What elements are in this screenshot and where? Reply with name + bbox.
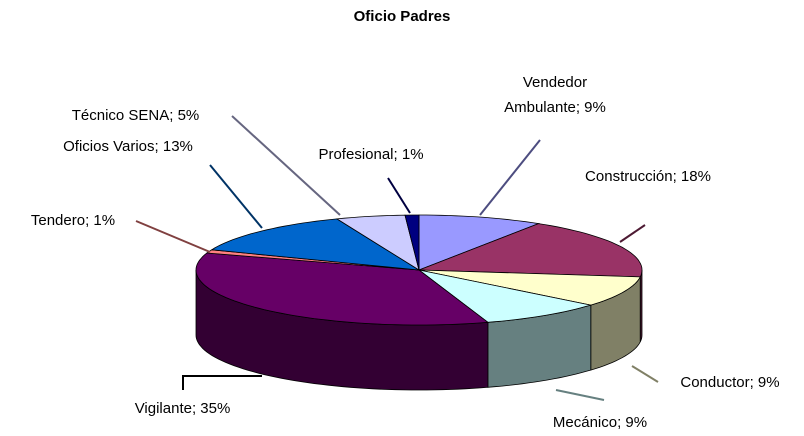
data-label: Conductor; 9% [680, 374, 780, 391]
data-label: Profesional; 1% [318, 146, 424, 163]
slice [418, 269, 641, 306]
leader-line [631, 365, 659, 383]
leader-line [135, 220, 211, 253]
slice [418, 269, 591, 323]
slice [335, 214, 420, 271]
data-label: Oficios Varios; 13% [63, 138, 193, 155]
leader-line [182, 375, 262, 390]
data-label: Mecánico; 9% [552, 414, 648, 431]
data-label: Vendedor Ambulante; 9% [504, 74, 606, 116]
slice [418, 214, 541, 271]
leader-line [555, 389, 605, 401]
data-label: Tendero; 1% [30, 212, 116, 229]
leader-line [619, 224, 646, 243]
leader-line [479, 139, 541, 216]
data-label: Construcción; 18% [585, 168, 711, 185]
leader-line [209, 164, 263, 229]
chart-title: Oficio Padres [353, 8, 451, 25]
data-label: Vigilante; 35% [134, 400, 231, 417]
slice [195, 252, 489, 326]
leader-line [387, 177, 411, 214]
slice [404, 214, 420, 271]
slice [418, 223, 643, 278]
data-label: Técnico SENA; 5% [71, 107, 200, 124]
slice [210, 218, 420, 271]
leader-line [231, 115, 341, 216]
